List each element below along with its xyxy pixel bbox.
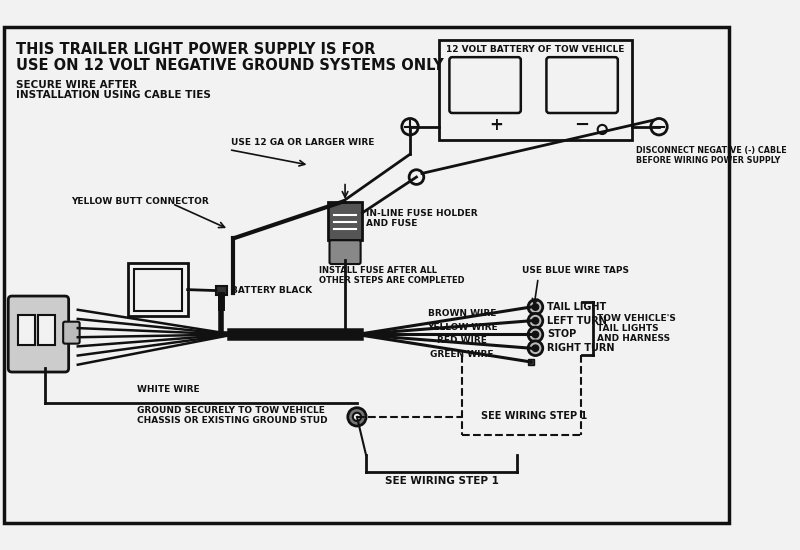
FancyBboxPatch shape: [528, 359, 534, 365]
Text: BATTERY BLACK: BATTERY BLACK: [230, 286, 312, 295]
Text: LEFT TURN: LEFT TURN: [547, 316, 607, 326]
Text: INSTALL FUSE AFTER ALL
OTHER STEPS ARE COMPLETED: INSTALL FUSE AFTER ALL OTHER STEPS ARE C…: [318, 266, 464, 285]
FancyBboxPatch shape: [63, 322, 80, 344]
FancyBboxPatch shape: [8, 296, 69, 372]
FancyBboxPatch shape: [134, 268, 182, 311]
Text: −: −: [574, 116, 590, 134]
Text: RIGHT TURN: RIGHT TURN: [547, 343, 615, 353]
Text: WHITE WIRE: WHITE WIRE: [138, 385, 200, 394]
Text: TOW VEHICLE'S
TAIL LIGHTS
AND HARNESS: TOW VEHICLE'S TAIL LIGHTS AND HARNESS: [597, 314, 676, 343]
Text: USE 12 GA OR LARGER WIRE: USE 12 GA OR LARGER WIRE: [230, 138, 374, 147]
FancyBboxPatch shape: [450, 57, 521, 113]
FancyBboxPatch shape: [528, 345, 534, 351]
Circle shape: [532, 345, 538, 351]
FancyBboxPatch shape: [439, 40, 631, 140]
FancyBboxPatch shape: [546, 57, 618, 113]
Text: +: +: [489, 116, 503, 134]
Text: BROWN WIRE: BROWN WIRE: [428, 309, 497, 318]
Text: TAIL LIGHT: TAIL LIGHT: [547, 302, 606, 312]
FancyBboxPatch shape: [330, 240, 361, 264]
FancyBboxPatch shape: [328, 202, 362, 240]
Text: DISCONNECT NEGATIVE (-) CABLE
BEFORE WIRING POWER SUPPLY: DISCONNECT NEGATIVE (-) CABLE BEFORE WIR…: [636, 146, 786, 166]
Text: INSTALLATION USING CABLE TIES: INSTALLATION USING CABLE TIES: [17, 90, 211, 100]
Text: SEE WIRING STEP 1: SEE WIRING STEP 1: [481, 411, 586, 421]
Text: THIS TRAILER LIGHT POWER SUPPLY IS FOR: THIS TRAILER LIGHT POWER SUPPLY IS FOR: [17, 42, 376, 57]
Text: GREEN WIRE: GREEN WIRE: [430, 350, 494, 359]
Circle shape: [353, 412, 361, 421]
FancyBboxPatch shape: [528, 332, 534, 337]
Circle shape: [528, 300, 542, 315]
Text: 12 VOLT BATTERY OF TOW VEHICLE: 12 VOLT BATTERY OF TOW VEHICLE: [446, 45, 625, 54]
FancyBboxPatch shape: [216, 286, 227, 295]
Circle shape: [402, 118, 418, 135]
Text: SEE WIRING STEP 1: SEE WIRING STEP 1: [385, 476, 498, 486]
Text: YELLOW WIRE: YELLOW WIRE: [427, 323, 498, 332]
Text: USE ON 12 VOLT NEGATIVE GROUND SYSTEMS ONLY: USE ON 12 VOLT NEGATIVE GROUND SYSTEMS O…: [17, 58, 444, 73]
FancyBboxPatch shape: [528, 304, 534, 310]
Text: SECURE WIRE AFTER: SECURE WIRE AFTER: [17, 80, 138, 90]
FancyBboxPatch shape: [128, 263, 188, 316]
Circle shape: [528, 341, 542, 355]
Circle shape: [650, 118, 667, 135]
Circle shape: [598, 125, 607, 134]
Text: YELLOW BUTT CONNECTOR: YELLOW BUTT CONNECTOR: [71, 197, 209, 206]
FancyBboxPatch shape: [18, 315, 34, 344]
Circle shape: [532, 331, 538, 338]
Circle shape: [532, 304, 538, 310]
FancyBboxPatch shape: [528, 318, 534, 323]
Circle shape: [528, 314, 542, 328]
Circle shape: [532, 317, 538, 324]
FancyBboxPatch shape: [38, 315, 55, 344]
Text: USE BLUE WIRE TAPS: USE BLUE WIRE TAPS: [522, 266, 629, 275]
Circle shape: [528, 327, 542, 342]
Circle shape: [348, 408, 366, 426]
Text: STOP: STOP: [547, 329, 577, 339]
Circle shape: [409, 170, 424, 184]
Text: RED WIRE: RED WIRE: [438, 337, 487, 345]
FancyBboxPatch shape: [4, 27, 729, 523]
Text: GROUND SECURELY TO TOW VEHICLE
CHASSIS OR EXISTING GROUND STUD: GROUND SECURELY TO TOW VEHICLE CHASSIS O…: [138, 406, 328, 425]
Text: IN-LINE FUSE HOLDER
AND FUSE: IN-LINE FUSE HOLDER AND FUSE: [366, 209, 478, 228]
